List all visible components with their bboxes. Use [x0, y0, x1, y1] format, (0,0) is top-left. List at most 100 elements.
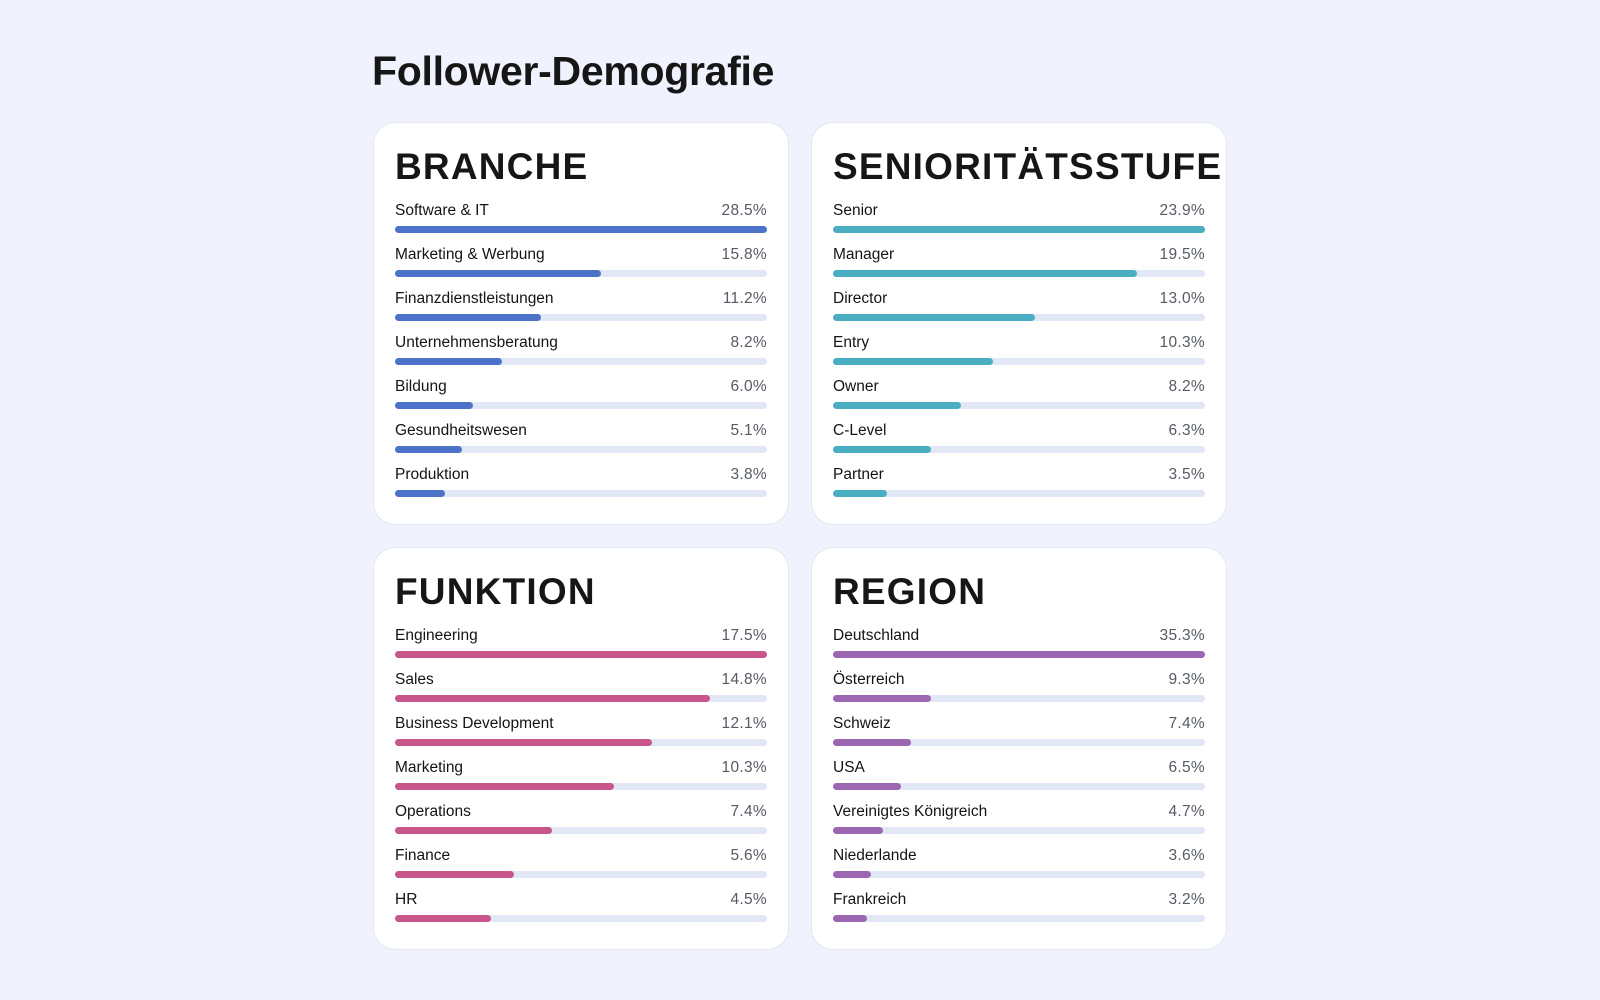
bar-row: Schweiz 7.4%	[833, 714, 1205, 758]
bar-list: Software & IT 28.5% Marketing & Werbung 15.…	[395, 201, 767, 509]
category-label: Bildung	[395, 378, 447, 395]
category-label: Finanzdienstleistungen	[395, 290, 554, 307]
bar	[395, 314, 542, 321]
bar	[833, 490, 888, 497]
bar-track	[395, 651, 767, 658]
bar	[395, 226, 767, 233]
bar-row-header: Owner 8.2%	[833, 377, 1205, 397]
bar-row-header: Niederlande 3.6%	[833, 846, 1205, 866]
category-label: Senior	[833, 202, 878, 219]
bar	[833, 314, 1036, 321]
bar-row: Gesundheitswesen 5.1%	[395, 421, 767, 465]
bar	[395, 402, 474, 409]
value-label: 9.3%	[1168, 671, 1205, 688]
card-region: REGION Deutschland 35.3% Österreich 9.3% Sch…	[811, 547, 1227, 950]
bar-row-header: Bildung 6.0%	[395, 377, 767, 397]
category-label: Gesundheitswesen	[395, 422, 527, 439]
bar-row: Deutschland 35.3%	[833, 626, 1205, 670]
value-label: 12.1%	[721, 715, 767, 732]
bar-row-header: Produktion 3.8%	[395, 465, 767, 485]
bar-track	[833, 651, 1205, 658]
value-label: 11.2%	[722, 290, 767, 307]
bar-track	[395, 827, 767, 834]
bar-track	[833, 871, 1205, 878]
bar-row-header: Unternehmensberatung 8.2%	[395, 333, 767, 353]
value-label: 13.0%	[1159, 290, 1205, 307]
bar-track	[395, 871, 767, 878]
bar-row: Director 13.0%	[833, 289, 1205, 333]
category-label: Director	[833, 290, 888, 307]
bar	[833, 915, 867, 922]
value-label: 4.5%	[730, 891, 767, 908]
bar	[833, 871, 871, 878]
bar-row-header: Marketing & Werbung 15.8%	[395, 245, 767, 265]
bar-row: Finanzdienstleistungen 11.2%	[395, 289, 767, 333]
bar-row: Finance 5.6%	[395, 846, 767, 890]
bar-track	[395, 226, 767, 233]
bar-track	[395, 358, 767, 365]
bar-row: Bildung 6.0%	[395, 377, 767, 421]
bar-row-header: Finanzdienstleistungen 11.2%	[395, 289, 767, 309]
category-label: Manager	[833, 246, 895, 263]
value-label: 6.5%	[1168, 759, 1205, 776]
category-label: Marketing	[395, 759, 464, 776]
bar-row: Entry 10.3%	[833, 333, 1205, 377]
category-label: Marketing & Werbung	[395, 246, 545, 263]
category-label: Software & IT	[395, 202, 489, 219]
bar-track	[833, 314, 1205, 321]
bar-row: Vereinigtes Königreich 4.7%	[833, 802, 1205, 846]
bar-row: Österreich 9.3%	[833, 670, 1205, 714]
bar-row-header: HR 4.5%	[395, 890, 767, 910]
value-label: 14.8%	[721, 671, 767, 688]
category-label: HR	[395, 891, 418, 908]
value-label: 7.4%	[730, 803, 767, 820]
bar-row: Sales 14.8%	[395, 670, 767, 714]
bar-track	[395, 270, 767, 277]
bar-row-header: Software & IT 28.5%	[395, 201, 767, 221]
bar	[395, 915, 491, 922]
category-label: USA	[833, 759, 865, 776]
bar-track	[395, 446, 767, 453]
bar-track	[395, 490, 767, 497]
bar-row-header: Deutschland 35.3%	[833, 626, 1205, 646]
bar-list: Deutschland 35.3% Österreich 9.3% Schweiz 7.4…	[833, 626, 1205, 934]
bar-track	[833, 358, 1205, 365]
category-label: Niederlande	[833, 847, 917, 864]
card-title: SENIORITÄTSSTUFE	[833, 146, 1223, 187]
bar	[833, 446, 932, 453]
card-branche: BRANCHE Software & IT 28.5% Marketing & We…	[373, 122, 789, 525]
bar	[833, 651, 1205, 658]
bar-row: Frankreich 3.2%	[833, 890, 1205, 934]
bar	[395, 695, 710, 702]
bar-row-header: Director 13.0%	[833, 289, 1205, 309]
bar-track	[833, 226, 1205, 233]
bar-row-header: Engineering 17.5%	[395, 626, 767, 646]
bar-row-header: Operations 7.4%	[395, 802, 767, 822]
bar-row: C-Level 6.3%	[833, 421, 1205, 465]
value-label: 10.3%	[721, 759, 767, 776]
category-label: Operations	[395, 803, 471, 820]
bar-track	[833, 783, 1205, 790]
bar-row: Software & IT 28.5%	[395, 201, 767, 245]
bar	[833, 739, 911, 746]
category-label: Frankreich	[833, 891, 907, 908]
bar-row: Marketing 10.3%	[395, 758, 767, 802]
bar-row: Partner 3.5%	[833, 465, 1205, 509]
category-label: C-Level	[833, 422, 887, 439]
category-label: Finance	[395, 847, 451, 864]
bar-row-header: USA 6.5%	[833, 758, 1205, 778]
bar-track	[395, 695, 767, 702]
value-label: 6.0%	[730, 378, 767, 395]
bar-track	[833, 402, 1205, 409]
bar-row-header: Entry 10.3%	[833, 333, 1205, 353]
bar-list: Engineering 17.5% Sales 14.8% Business Devel…	[395, 626, 767, 934]
bar	[395, 490, 445, 497]
bar-row: Manager 19.5%	[833, 245, 1205, 289]
bar-list: Senior 23.9% Manager 19.5% Director 13.0% Entr…	[833, 201, 1205, 509]
value-label: 17.5%	[721, 627, 767, 644]
value-label: 3.2%	[1168, 891, 1205, 908]
bar-row: USA 6.5%	[833, 758, 1205, 802]
value-label: 7.4%	[1168, 715, 1205, 732]
bar	[395, 358, 503, 365]
value-label: 3.5%	[1168, 466, 1205, 483]
